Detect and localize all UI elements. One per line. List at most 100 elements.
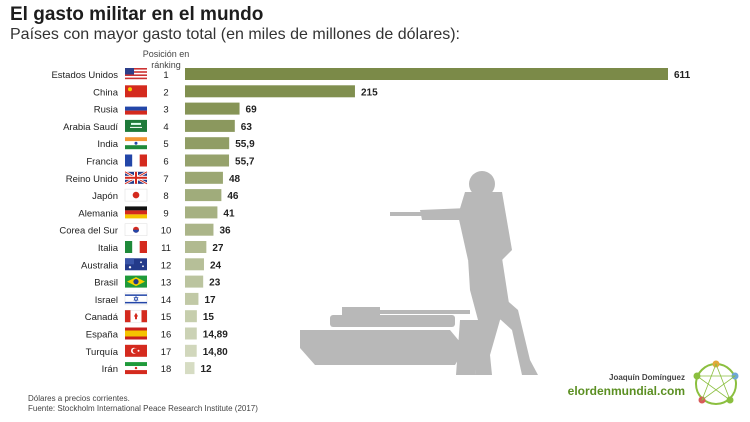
flag-south-korea-icon	[124, 223, 148, 236]
author-credit: Joaquín Domínguez	[609, 373, 685, 382]
category-label: Alemania	[78, 208, 118, 219]
flag-iran-icon	[125, 362, 147, 375]
rank-label: 6	[163, 157, 168, 168]
rank-label: 18	[161, 364, 172, 375]
flag-italy-icon	[125, 241, 147, 253]
value-label: 14,89	[203, 330, 228, 341]
chart-subtitle: Países con mayor gasto total (en miles d…	[10, 26, 460, 43]
bar	[185, 206, 218, 219]
bar	[185, 171, 223, 184]
flag-usa-icon	[125, 68, 147, 80]
rank-label: 17	[161, 347, 172, 358]
value-label: 36	[219, 226, 231, 237]
flag-japan-icon	[124, 188, 148, 202]
soldier-tank-silhouette	[300, 171, 538, 375]
category-label: España	[86, 330, 119, 341]
rank-label: 3	[163, 105, 168, 116]
flag-spain-icon	[125, 327, 147, 340]
chart-notes: Dólares a precios corrientes. Fuente: St…	[28, 394, 258, 414]
bar	[185, 85, 355, 98]
bar	[185, 327, 197, 340]
source-note: Fuente: Stockholm International Peace Re…	[28, 404, 258, 413]
rank-label: 11	[161, 243, 171, 254]
rank-label: 10	[161, 226, 172, 237]
rank-label: 14	[161, 295, 172, 306]
bar	[185, 344, 197, 357]
category-label: Rusia	[94, 105, 119, 116]
bar	[185, 102, 240, 115]
bar	[185, 241, 207, 253]
category-label: Reino Unido	[66, 174, 118, 185]
currency-note: Dólares a precios corrientes.	[28, 394, 130, 403]
site-credit: elordenmundial.com	[567, 384, 685, 398]
rank-label: 7	[163, 174, 168, 185]
flag-brazil-icon	[125, 275, 147, 288]
category-label: Canadá	[85, 312, 119, 323]
bar	[185, 292, 199, 305]
bar	[185, 189, 222, 202]
category-label: Irán	[102, 364, 118, 375]
value-label: 17	[204, 295, 216, 306]
value-label: 23	[209, 278, 221, 289]
category-label: Japón	[92, 191, 118, 202]
category-label: Turquía	[86, 347, 119, 358]
value-label: 41	[223, 208, 235, 219]
value-label: 63	[241, 122, 253, 133]
value-label: 55,9	[235, 139, 255, 150]
bar	[185, 275, 204, 288]
flag-uk-icon	[124, 170, 148, 185]
flag-france-icon	[125, 154, 147, 167]
value-label: 46	[227, 191, 239, 202]
rank-label: 9	[163, 208, 168, 219]
flag-germany-icon	[125, 206, 147, 219]
rank-label: 13	[161, 278, 172, 289]
category-label: China	[93, 87, 119, 98]
category-label: India	[97, 139, 118, 150]
bar	[185, 154, 230, 167]
bar	[185, 258, 204, 271]
rank-label: 15	[161, 312, 172, 323]
rank-label: 12	[161, 260, 172, 271]
flag-china-icon	[125, 85, 147, 98]
bar	[185, 362, 195, 375]
flag-india-icon	[125, 137, 147, 150]
value-label: 27	[212, 243, 224, 254]
value-label: 15	[203, 312, 215, 323]
rank-column-header: Posición en ránking	[142, 49, 190, 70]
rank-label: 16	[161, 330, 172, 341]
category-label: Brasil	[94, 278, 118, 289]
rank-label: 2	[163, 87, 168, 98]
value-label: 12	[200, 364, 212, 375]
bar	[185, 223, 214, 236]
globe-network-logo	[693, 360, 739, 405]
category-label: Israel	[95, 295, 118, 306]
rank-label: 4	[163, 122, 168, 133]
flag-saudi-arabia-icon	[125, 119, 147, 132]
value-label: 24	[210, 260, 222, 271]
flag-canada-icon	[124, 309, 148, 323]
value-label: 215	[361, 87, 378, 98]
flag-russia-icon	[125, 102, 147, 115]
flag-australia-icon	[125, 258, 147, 271]
rank-label: 1	[163, 70, 168, 81]
bar	[185, 119, 235, 132]
category-label: Australia	[81, 260, 119, 271]
category-label: Estados Unidos	[51, 70, 118, 81]
rank-label: 5	[163, 139, 168, 150]
value-label: 14,80	[203, 347, 228, 358]
rank-label: 8	[163, 191, 168, 202]
value-label: 69	[246, 105, 258, 116]
bar	[185, 310, 197, 323]
value-label: 611	[674, 70, 691, 81]
value-label: 48	[229, 174, 241, 185]
value-label: 55,7	[235, 157, 255, 168]
flag-israel-icon	[124, 292, 148, 306]
category-label: Corea del Sur	[59, 226, 118, 237]
flag-turkey-icon	[125, 344, 147, 357]
category-label: Francia	[86, 157, 118, 168]
category-label: Arabia Saudí	[63, 122, 118, 133]
bar	[185, 68, 668, 80]
category-label: Italia	[98, 243, 119, 254]
bar	[185, 137, 230, 150]
